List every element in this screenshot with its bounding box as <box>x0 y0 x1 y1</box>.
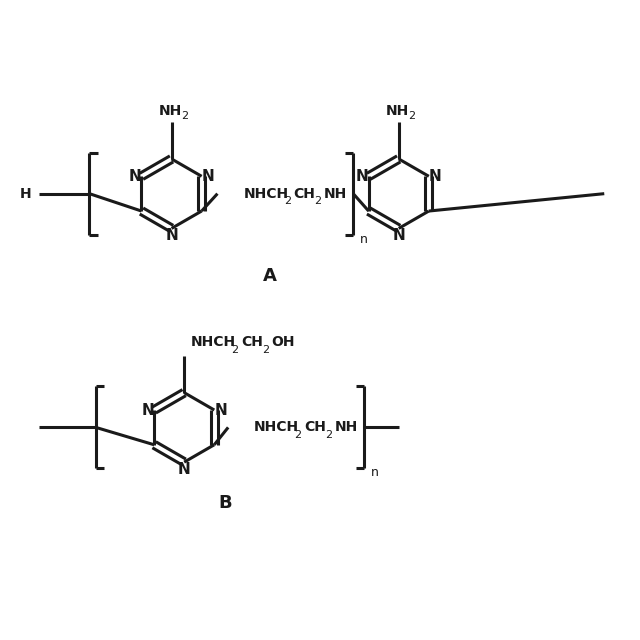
Text: CH: CH <box>304 420 326 435</box>
Text: H: H <box>20 187 31 201</box>
Text: 2: 2 <box>262 345 269 355</box>
Text: NH: NH <box>324 187 347 201</box>
Text: N: N <box>429 169 442 184</box>
Text: 2: 2 <box>314 196 321 206</box>
Text: OH: OH <box>271 335 295 349</box>
Text: NH: NH <box>159 104 182 118</box>
Text: NHCH: NHCH <box>191 335 236 349</box>
Text: 2: 2 <box>408 111 415 121</box>
Text: N: N <box>356 169 369 184</box>
Text: N: N <box>214 403 227 417</box>
Text: 2: 2 <box>181 111 188 121</box>
Text: N: N <box>129 169 141 184</box>
Text: NHCH: NHCH <box>243 187 289 201</box>
Text: CH: CH <box>293 187 315 201</box>
Text: 2: 2 <box>232 345 239 355</box>
Text: N: N <box>141 403 154 417</box>
Text: CH: CH <box>241 335 263 349</box>
Text: 2: 2 <box>325 430 332 440</box>
Text: NHCH: NHCH <box>254 420 299 435</box>
Text: NH: NH <box>334 420 358 435</box>
Text: NH: NH <box>386 104 409 118</box>
Text: n: n <box>360 233 368 246</box>
Text: N: N <box>202 169 214 184</box>
Text: 2: 2 <box>284 196 291 206</box>
Text: A: A <box>262 267 276 285</box>
Text: N: N <box>178 462 191 477</box>
Text: N: N <box>165 228 178 243</box>
Text: N: N <box>392 228 405 243</box>
Text: n: n <box>371 467 379 479</box>
Text: B: B <box>218 494 232 512</box>
Text: 2: 2 <box>294 430 301 440</box>
